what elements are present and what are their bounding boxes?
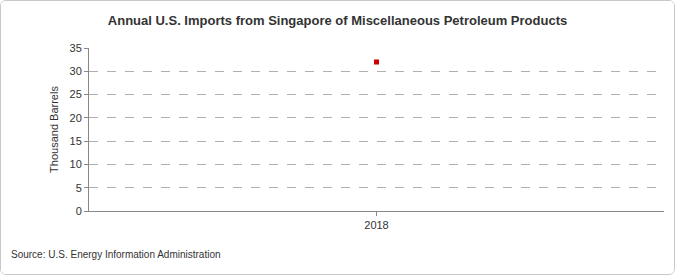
svg-text:35: 35 xyxy=(70,42,82,54)
svg-text:10: 10 xyxy=(70,158,82,170)
svg-text:Source: U.S. Energy Informatio: Source: U.S. Energy Information Administ… xyxy=(11,249,221,260)
svg-text:20: 20 xyxy=(70,112,82,124)
svg-text:25: 25 xyxy=(70,88,82,100)
svg-text:2018: 2018 xyxy=(364,219,388,231)
svg-text:Thousand Barrels: Thousand Barrels xyxy=(48,86,60,173)
svg-text:Annual U.S. Imports from Singa: Annual U.S. Imports from Singapore of Mi… xyxy=(108,13,567,28)
svg-text:15: 15 xyxy=(70,135,82,147)
svg-text:5: 5 xyxy=(76,182,82,194)
svg-text:0: 0 xyxy=(76,205,82,217)
svg-text:30: 30 xyxy=(70,65,82,77)
